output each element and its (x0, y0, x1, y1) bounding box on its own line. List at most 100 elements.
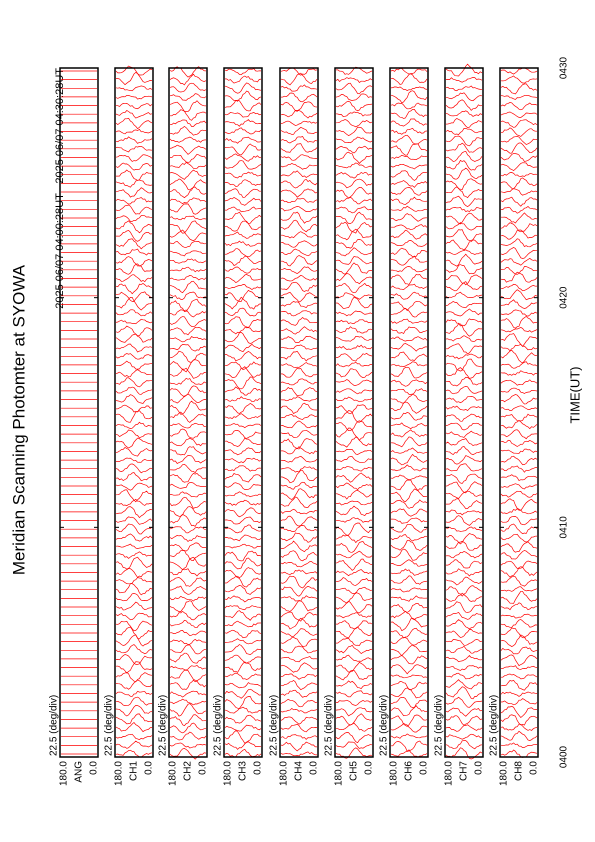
trace (390, 627, 428, 639)
y-tick-label: 180.0 (279, 761, 290, 786)
trace (445, 715, 483, 726)
trace (390, 196, 428, 205)
trace (281, 231, 318, 239)
trace (115, 103, 153, 110)
trace (280, 170, 318, 178)
trace (501, 429, 538, 440)
x-tick-label: 0430 (559, 56, 570, 79)
trace (335, 178, 373, 189)
trace (390, 351, 428, 362)
trace (335, 145, 373, 154)
trace (224, 610, 262, 621)
trace (224, 266, 262, 274)
trace (500, 327, 538, 333)
trace (335, 239, 373, 249)
trace (115, 297, 153, 311)
trace (390, 229, 428, 240)
scale-label: 22.5 (deg/div) (104, 695, 115, 756)
trace (335, 119, 373, 128)
trace (280, 188, 318, 198)
trace (445, 438, 483, 447)
trace (500, 229, 538, 240)
trace (224, 714, 262, 724)
trace (390, 575, 428, 585)
trace (224, 447, 262, 456)
channel-label: CH4 (294, 761, 305, 781)
trace (169, 336, 207, 343)
trace (115, 325, 153, 337)
trace (280, 344, 318, 350)
trace (500, 387, 538, 394)
trace (280, 211, 318, 224)
trace (390, 154, 428, 160)
trace (445, 672, 483, 680)
trace (115, 690, 153, 697)
trace (335, 282, 373, 294)
trace (169, 664, 206, 671)
trace (445, 733, 483, 740)
trace (115, 282, 153, 295)
trace (500, 142, 538, 154)
trace (115, 634, 153, 647)
trace (335, 247, 373, 257)
trace (224, 316, 261, 329)
trace (390, 508, 428, 517)
panel-frame (168, 67, 208, 758)
trace (390, 366, 428, 379)
trace (115, 593, 153, 602)
panel-frame (499, 67, 539, 758)
trace (390, 681, 428, 691)
trace (115, 187, 153, 198)
trace (280, 197, 318, 204)
trace (500, 705, 537, 718)
trace (335, 211, 373, 224)
trace (224, 524, 262, 534)
trace (500, 222, 538, 233)
trace (445, 222, 483, 231)
trace (390, 73, 428, 85)
trace (224, 127, 262, 135)
trace (445, 413, 483, 422)
trace (390, 343, 427, 352)
trace (169, 698, 207, 706)
chart-title: Meridian Scanning Photomter at SYOWA (9, 264, 28, 575)
scale-label: 22.5 (deg/div) (213, 695, 224, 756)
trace (115, 128, 153, 135)
trace (169, 446, 207, 456)
trace (115, 463, 153, 474)
trace (335, 361, 373, 368)
trace (169, 619, 207, 629)
trace (390, 499, 428, 509)
trace (500, 619, 538, 628)
trace (445, 473, 483, 484)
trace (280, 266, 318, 275)
trace (500, 379, 538, 386)
trace (445, 540, 483, 551)
trace (224, 567, 262, 579)
trace (115, 568, 153, 578)
trace (115, 447, 153, 457)
trace (115, 214, 153, 222)
trace (335, 427, 373, 441)
trace (280, 154, 318, 161)
trace (390, 548, 428, 561)
x-tick-label: 0410 (559, 516, 570, 539)
trace (390, 143, 428, 156)
x-tick-label: 0420 (559, 286, 570, 309)
trace (280, 496, 318, 508)
trace (280, 120, 318, 126)
trace (115, 733, 153, 740)
trace (335, 404, 373, 415)
trace (335, 111, 373, 117)
trace (169, 385, 207, 398)
trace (224, 343, 262, 353)
y-tick-label: 0.0 (364, 761, 375, 775)
trace (224, 240, 262, 247)
trace (390, 273, 428, 285)
trace (115, 626, 152, 640)
trace (169, 679, 207, 690)
trace (280, 143, 318, 153)
trace (445, 117, 483, 128)
trace (335, 420, 373, 431)
trace (169, 393, 207, 404)
